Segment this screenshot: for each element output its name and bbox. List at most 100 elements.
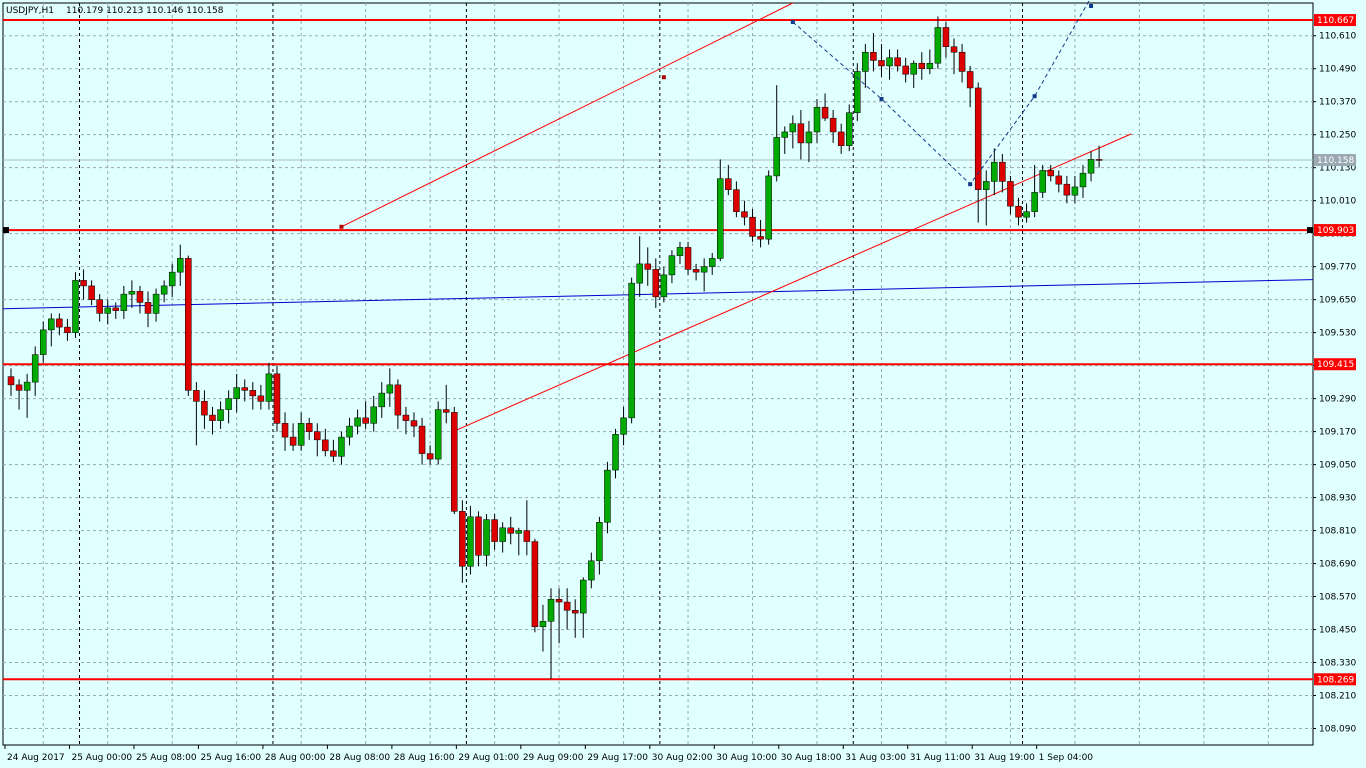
time-tick-label: 31 Aug 19:00 [974, 753, 1035, 763]
candle-bear [249, 390, 257, 397]
candle-bear [966, 71, 974, 89]
candle-bull [378, 392, 386, 408]
time-tick-label: 28 Aug 16:00 [394, 753, 455, 763]
candle-bull [991, 161, 998, 182]
candle-bear [878, 60, 885, 67]
plot-area[interactable] [2, 2, 1314, 746]
candle-bear [1047, 170, 1054, 177]
candle-bull [717, 178, 724, 259]
candle-bear [56, 318, 63, 328]
candle-bear [555, 599, 563, 603]
candle-bear [257, 395, 265, 402]
candle-bear [7, 376, 15, 386]
projection-point [879, 96, 884, 101]
time-tick-label: 28 Aug 08:00 [329, 753, 390, 763]
price-tick-label: 110.610 [1319, 32, 1356, 42]
time-tick-label: 30 Aug 02:00 [652, 753, 713, 763]
candle-bear [507, 527, 514, 534]
price-tag-label: 109.415 [1317, 360, 1354, 370]
price-tag-label: 109.903 [1317, 226, 1354, 236]
time-tick-label: 30 Aug 18:00 [781, 753, 842, 763]
candle-bull [934, 27, 942, 64]
candle-bear [394, 384, 402, 416]
candle-bull [805, 131, 813, 144]
candle-bear [870, 51, 877, 61]
chart-ohlc: 110.179 110.213 110.146 110.158 [66, 6, 224, 16]
channel-lower-line [454, 133, 1132, 432]
level-anchor-right [1307, 227, 1313, 234]
candle-bull [499, 527, 506, 542]
candle-bull [233, 387, 240, 399]
candle-bull [580, 579, 587, 614]
candle-bear [797, 123, 805, 144]
candle-bear [1055, 175, 1063, 185]
candle-bull [983, 181, 990, 190]
candle-bear [563, 601, 571, 611]
price-tag [1314, 14, 1356, 27]
candle-bull [1023, 211, 1030, 218]
candle-bull [620, 417, 627, 435]
projection-point [790, 19, 795, 24]
time-tick-label: 31 Aug 03:00 [845, 753, 906, 763]
candle-bear [362, 417, 369, 424]
price-tick-label: 110.250 [1319, 131, 1356, 141]
candle-bear [749, 216, 756, 237]
time-tick-label: 25 Aug 16:00 [200, 753, 261, 763]
candle-bull [781, 131, 789, 138]
time-tick-label: 28 Aug 00:00 [265, 753, 326, 763]
price-tick-label: 109.170 [1319, 428, 1356, 438]
price-tick-label: 110.010 [1319, 197, 1356, 207]
candle-bear [733, 189, 740, 212]
candle-bear [322, 439, 329, 452]
price-tick-label: 108.450 [1319, 626, 1356, 636]
candle-bull [467, 516, 474, 567]
candle-bear [451, 412, 458, 512]
channel-anchor [661, 75, 666, 80]
candle-bull [168, 271, 176, 287]
candle-bear [209, 414, 216, 421]
projection-path[interactable] [790, 0, 1094, 187]
candle-bear [741, 211, 748, 218]
candle-bear [136, 291, 144, 303]
candle-bull [604, 469, 611, 523]
candle-bull [660, 274, 668, 298]
candle-bull [338, 436, 345, 457]
candle-bull [265, 373, 273, 402]
candle-bull [910, 62, 917, 75]
candle-bear [426, 453, 434, 460]
candle-bull [789, 123, 797, 133]
candle-bull [773, 137, 780, 177]
price-tag [1314, 153, 1356, 166]
candle-bull [72, 280, 79, 333]
candle-bull [926, 62, 934, 69]
price-tick-label: 110.130 [1319, 164, 1356, 174]
candle-bear [958, 51, 966, 72]
candle-bear [241, 387, 248, 391]
candle-bear [652, 269, 660, 298]
candle-bear [725, 178, 732, 190]
candle-bull [854, 71, 861, 113]
candle-bear [894, 57, 901, 67]
price-tick-label: 108.690 [1319, 560, 1356, 570]
horizontal-levels[interactable] [3, 19, 1313, 681]
candle-bear [644, 263, 651, 270]
candle-bull [217, 409, 224, 421]
candle-bull [177, 258, 184, 273]
projection-point [968, 182, 973, 187]
candle-bull [845, 112, 853, 146]
price-tick-label: 109.770 [1319, 263, 1356, 273]
candle-bull [628, 282, 635, 419]
candle-bear [112, 307, 120, 311]
candlesticks [7, 16, 1103, 680]
candle-bear [523, 530, 531, 542]
projection-point [1089, 4, 1094, 8]
candle-bear [974, 87, 982, 190]
price-tag-label: 108.269 [1317, 675, 1354, 685]
candle-bear [410, 420, 418, 427]
candle-bull [636, 263, 643, 284]
candle-bull [708, 258, 716, 267]
candle-bull [547, 599, 555, 622]
price-tag-label: 110.158 [1317, 156, 1354, 166]
time-tick-label: 29 Aug 09:00 [523, 753, 584, 763]
